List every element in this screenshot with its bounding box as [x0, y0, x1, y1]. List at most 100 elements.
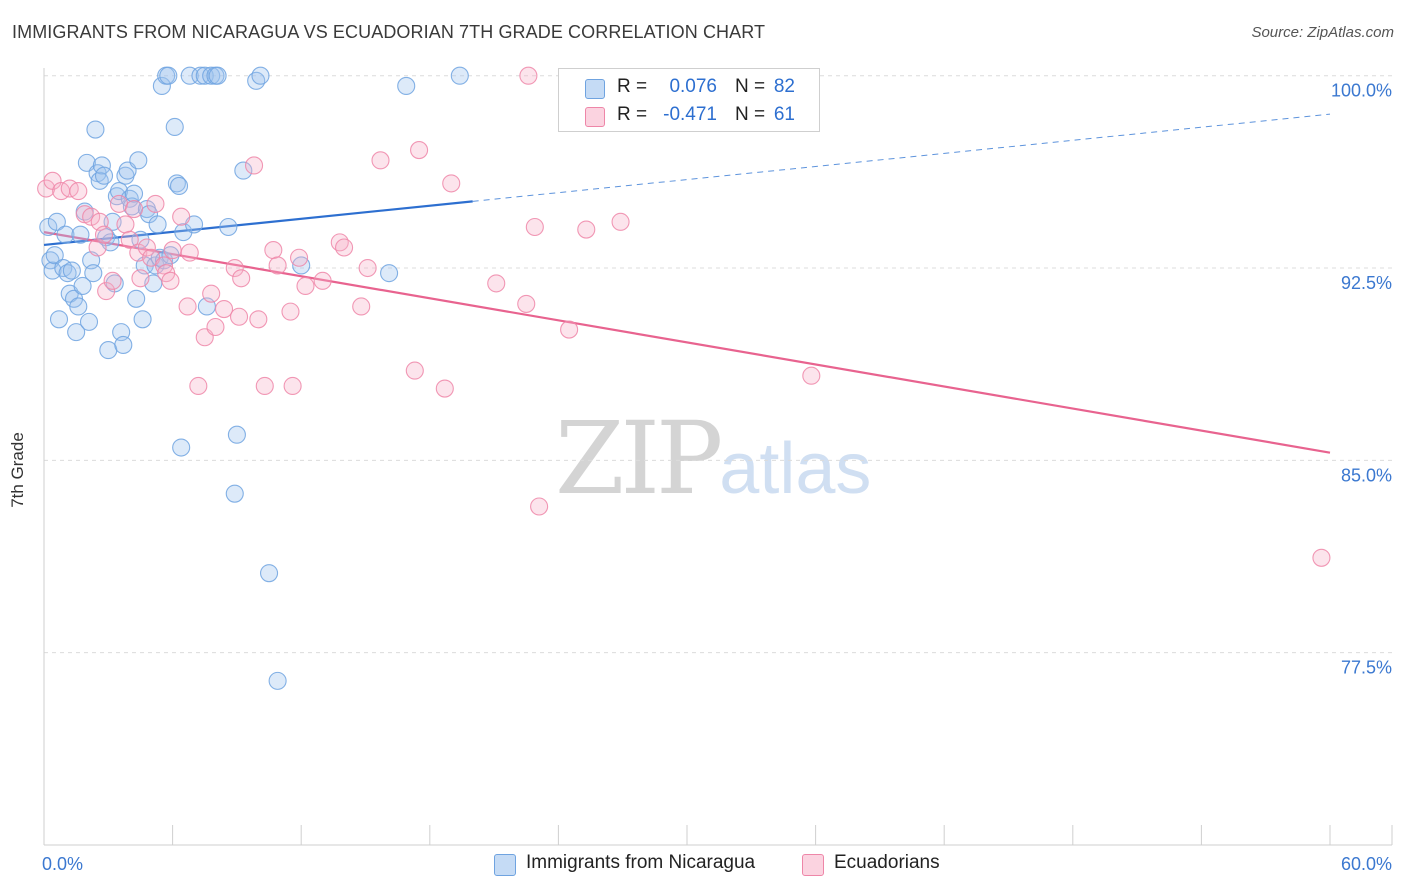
nicaragua-point [195, 66, 214, 85]
legend-r-value: 0.076 [669, 76, 717, 97]
ecuadorian-point [255, 376, 274, 396]
legend-r-label: R = [617, 104, 648, 125]
ecuadorian-point [519, 66, 538, 85]
ecuadorian-point [358, 258, 377, 278]
ecuadorian-point [290, 248, 309, 267]
ecuadorian-point [214, 299, 234, 319]
nicaragua-point [49, 310, 69, 329]
ecuadorian-point [264, 241, 283, 260]
ecuadorian-point [163, 241, 182, 260]
nicaragua-point [219, 217, 238, 237]
ecuadorian-point [405, 361, 424, 380]
ecuadorian-point [283, 376, 302, 396]
legend-n-label: N = [735, 76, 766, 97]
nicaragua-point [73, 276, 92, 296]
ecuadorian-point [178, 297, 197, 316]
ecuadorian-point [560, 320, 579, 339]
ecuadorian-point [802, 366, 821, 385]
ecuadorian-point [172, 207, 191, 226]
correlation-legend: R = 0.076 N = 82 R = -0.471 N = 61 [558, 68, 820, 132]
ecuadorian-point [116, 215, 135, 234]
nicaragua-point [79, 312, 99, 331]
nicaragua-point [114, 335, 133, 355]
nicaragua-point [159, 66, 178, 85]
ecuadorian-point [249, 310, 268, 329]
nicaragua-point [450, 66, 469, 85]
x-tick-label: 60.0% [1341, 854, 1392, 874]
ecuadorian-point [410, 141, 429, 160]
nicaragua-point [202, 66, 221, 85]
y-tick-label: 85.0% [1341, 465, 1392, 485]
ecuadorian-point [1312, 548, 1331, 567]
ecuadorian-point [137, 238, 156, 257]
tick-labels: 77.5% 85.0% 92.5% 100.0% 0.0% 60.0% [42, 81, 1392, 874]
nicaragua-point [45, 246, 64, 265]
nicaragua-point [124, 184, 144, 203]
nicaragua-point [39, 217, 58, 237]
ecuadorian-point [103, 271, 122, 290]
legend-n-value: 61 [773, 104, 795, 125]
y-tick-label: 77.5% [1341, 658, 1392, 678]
nicaragua-point [268, 671, 287, 690]
ecuadorian-point [352, 297, 371, 316]
ecuadorian-point [281, 302, 300, 321]
ecuadorian-point [120, 230, 139, 249]
nicaragua-point [127, 289, 146, 308]
nicaragua-point [71, 225, 90, 244]
nicaragua-point [169, 176, 189, 196]
legend-row-ecuadorians: R = -0.471 N = 61 [559, 101, 819, 129]
bottom-legend-label: Immigrants from Nicaragua [526, 852, 756, 873]
nicaragua-point [259, 564, 279, 583]
legend-n-label: N = [735, 104, 766, 125]
ecuadorian-point [577, 220, 596, 239]
nicaragua-point [380, 264, 399, 283]
ecuadorian-point [94, 225, 114, 244]
ecuadorian-point [296, 276, 315, 296]
ecuadorian-point [202, 284, 221, 303]
legend-r-value: -0.471 [663, 104, 717, 125]
ecuadorian-trend-line [43, 231, 1331, 454]
legend-n-value: 82 [773, 76, 795, 97]
ecuadorian-point [124, 199, 144, 219]
nicaragua-point [133, 310, 152, 329]
legend-r-label: R = [617, 76, 648, 97]
ecuadorian-point [229, 307, 249, 326]
ecuadorian-point [530, 497, 549, 516]
ecuadorian-point [313, 271, 332, 290]
ecuadorian-point [517, 294, 536, 313]
nicaragua-point [69, 297, 88, 316]
ecuadorian-point [268, 256, 287, 275]
nicaragua-trend-line-dashed [472, 113, 1331, 202]
ecuadorian-point [371, 151, 390, 170]
nicaragua-point [167, 174, 186, 193]
ecuadorian-point [161, 271, 180, 290]
ecuadorian-point [244, 156, 264, 175]
nicaragua-point [43, 261, 62, 280]
nicaragua-point [94, 166, 114, 185]
legend-swatch-blue [585, 79, 605, 99]
chart-title: IMMIGRANTS FROM NICARAGUA VS ECUADORIAN … [12, 22, 766, 42]
nicaragua-point [225, 484, 244, 503]
ecuadorian-point [442, 174, 461, 193]
ecuadorian-point [180, 243, 199, 262]
ecuadorian-point [206, 317, 225, 337]
nicaragua-point [152, 76, 171, 96]
nicaragua-point [148, 215, 167, 234]
x-tick-label: 0.0% [42, 854, 83, 874]
ecuadorian-point [611, 212, 630, 231]
ecuadorian-point [525, 217, 544, 237]
ecuadorian-point [232, 269, 251, 288]
nicaragua-trend-line [43, 200, 473, 247]
nicaragua-point [84, 264, 103, 283]
nicaragua-point [56, 225, 75, 244]
bottom-legend-swatch-blue [494, 854, 516, 876]
axes [43, 68, 1393, 846]
nicaragua-point [165, 117, 184, 137]
bottom-legend-swatch-pink [802, 854, 824, 876]
nicaragua-point [251, 66, 270, 85]
nicaragua-point [67, 323, 86, 342]
source-credit: Source: ZipAtlas.com [1251, 24, 1394, 41]
nicaragua-point [86, 120, 105, 139]
legend-row-nicaragua: R = 0.076 N = 82 [559, 73, 819, 101]
